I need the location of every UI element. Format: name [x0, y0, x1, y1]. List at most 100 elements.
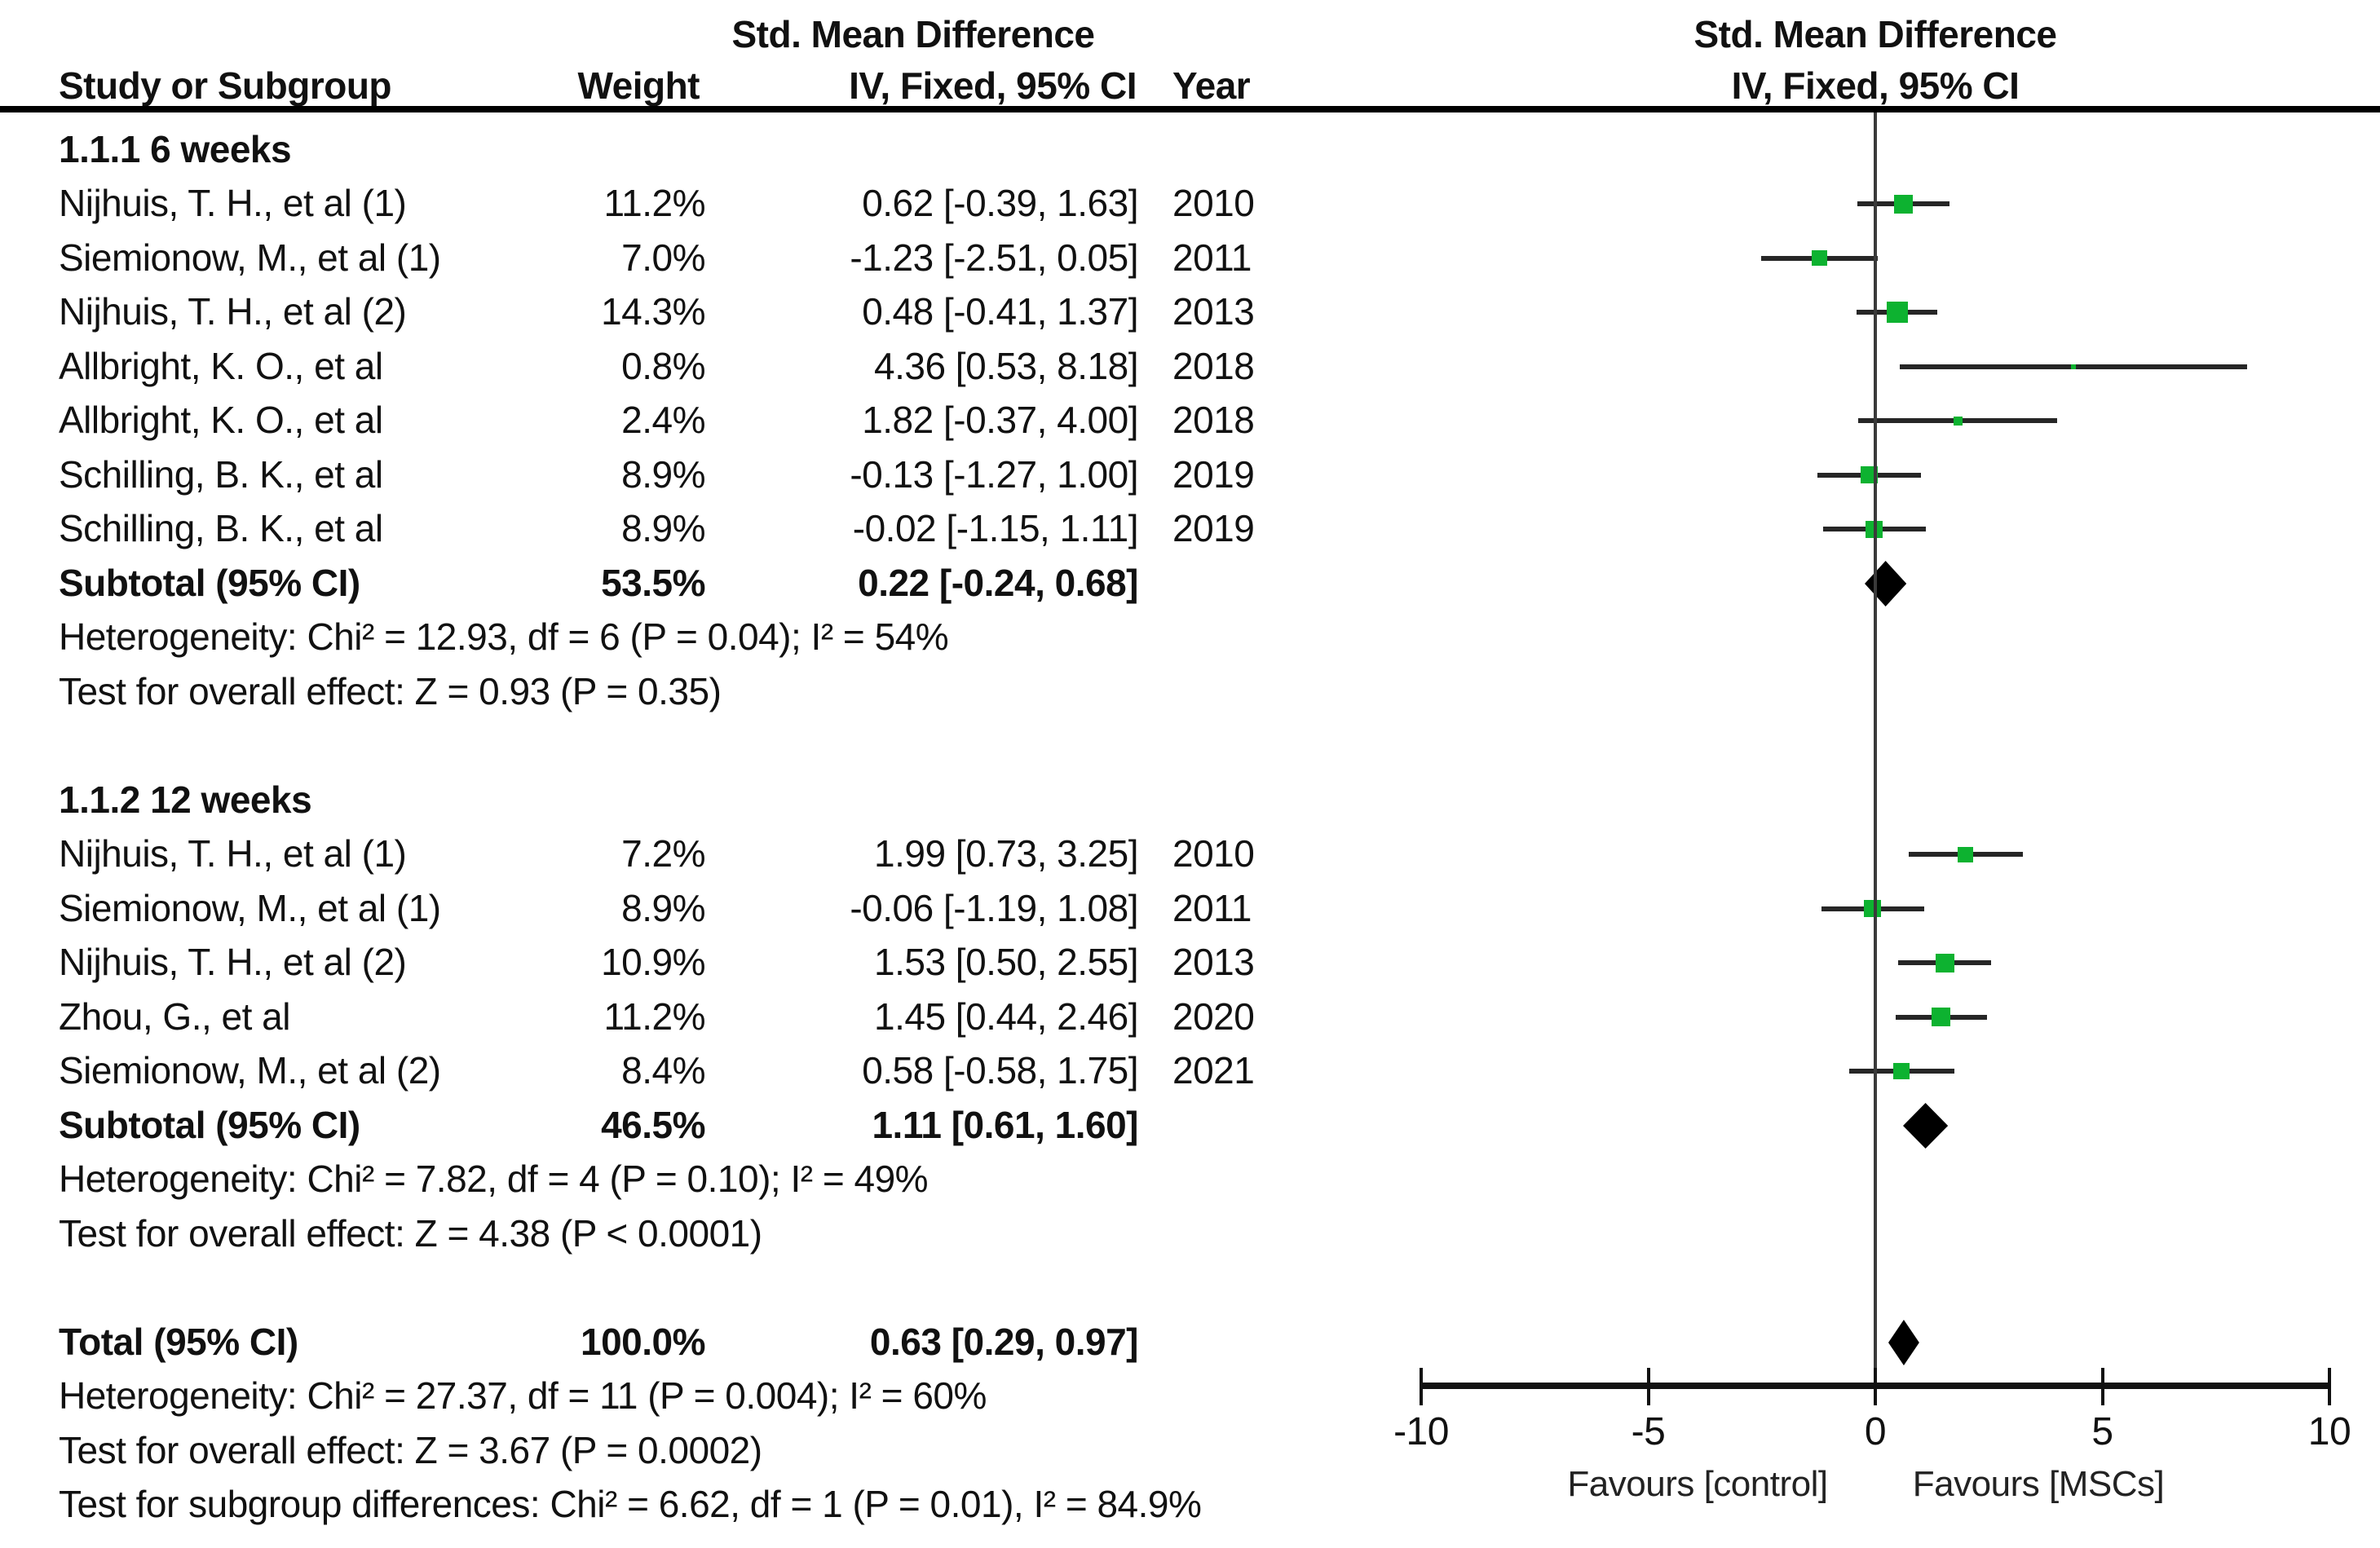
- study-year: 2013: [1172, 290, 1255, 333]
- study-weight: 10.9%: [601, 941, 705, 984]
- study-name: Siemionow, M., et al (1): [59, 236, 441, 279]
- plot-method-title: IV, Fixed, 95% CI: [1731, 64, 2020, 108]
- axis-tick-label: 5: [2091, 1410, 2113, 1454]
- study-year: 2021: [1172, 1049, 1255, 1092]
- study-name: Siemionow, M., et al (2): [59, 1049, 441, 1092]
- subtotal-weight: 46.5%: [601, 1103, 705, 1146]
- study-ci: -0.06 [-1.19, 1.08]: [850, 886, 1138, 929]
- study-ci: -0.13 [-1.27, 1.00]: [850, 452, 1138, 496]
- study-year: 2019: [1172, 452, 1255, 496]
- study-ci: 0.48 [-0.41, 1.37]: [862, 290, 1138, 333]
- study-year: 2010: [1172, 832, 1255, 875]
- study-name: Nijhuis, T. H., et al (2): [59, 290, 407, 333]
- study-weight: 8.9%: [621, 452, 705, 496]
- study-year: 2013: [1172, 941, 1255, 984]
- study-ci: 0.62 [-0.39, 1.63]: [862, 182, 1138, 225]
- subtotal-weight: 53.5%: [601, 561, 705, 604]
- study-ci: 1.45 [0.44, 2.46]: [874, 995, 1139, 1038]
- study-weight: 2.4%: [621, 399, 705, 442]
- overall-effect-text: Test for overall effect: Z = 0.93 (P = 0…: [59, 669, 722, 712]
- study-year: 2011: [1172, 236, 1252, 279]
- overall-effect-text: Test for overall effect: Z = 4.38 (P < 0…: [59, 1211, 762, 1255]
- total-heterogeneity-text: Heterogeneity: Chi² = 27.37, df = 11 (P …: [59, 1374, 987, 1418]
- study-weight: 8.4%: [621, 1049, 705, 1092]
- study-year: 2020: [1172, 995, 1255, 1038]
- column-header-study: Study or Subgroup: [59, 64, 392, 108]
- study-weight: 11.2%: [603, 182, 705, 225]
- favours-right-label: Favours [MSCs]: [1912, 1464, 2165, 1505]
- study-ci: -0.02 [-1.15, 1.11]: [852, 507, 1139, 550]
- axis-tick: [1420, 1368, 1423, 1405]
- study-ci: 1.53 [0.50, 2.55]: [874, 941, 1139, 984]
- axis-tick: [2100, 1368, 2104, 1405]
- effect-square-marker: [1886, 302, 1908, 323]
- study-ci: 1.99 [0.73, 3.25]: [874, 832, 1139, 875]
- total-label: Total (95% CI): [59, 1320, 298, 1363]
- plot-effect-title: Std. Mean Difference: [1693, 13, 2058, 56]
- study-name: Allbright, K. O., et al: [59, 399, 383, 442]
- total-ci: 0.63 [0.29, 0.97]: [869, 1320, 1139, 1363]
- subgroup-differences-text: Test for subgroup differences: Chi² = 6.…: [59, 1483, 1202, 1526]
- study-name: Siemionow, M., et al (1): [59, 886, 441, 929]
- study-name: Nijhuis, T. H., et al (2): [59, 941, 407, 984]
- effect-square-marker: [1864, 900, 1882, 917]
- effect-square-marker: [1811, 250, 1827, 266]
- study-weight: 0.8%: [621, 344, 705, 387]
- study-name: Schilling, B. K., et al: [59, 452, 383, 496]
- study-name: Nijhuis, T. H., et al (1): [59, 832, 407, 875]
- study-ci: 1.82 [-0.37, 4.00]: [862, 399, 1138, 442]
- column-header-year: Year: [1172, 64, 1251, 108]
- study-ci: 4.36 [0.53, 8.18]: [874, 344, 1139, 387]
- effect-square-marker: [1958, 846, 1974, 862]
- study-name: Schilling, B. K., et al: [59, 507, 383, 550]
- subtotal-diamond: [1902, 1102, 1949, 1149]
- study-weight: 7.0%: [621, 236, 705, 279]
- study-name: Allbright, K. O., et al: [59, 344, 383, 387]
- study-year: 2018: [1172, 344, 1255, 387]
- study-weight: 11.2%: [603, 995, 705, 1038]
- subtotal-ci: 1.11 [0.61, 1.60]: [872, 1103, 1138, 1146]
- effect-square-marker: [1935, 953, 1954, 972]
- study-weight: 7.2%: [621, 832, 705, 875]
- axis-tick-label: -10: [1393, 1410, 1449, 1454]
- subtotal-label: Subtotal (95% CI): [59, 1103, 360, 1146]
- axis-tick: [2328, 1368, 2331, 1405]
- column-header-weight: Weight: [577, 64, 700, 108]
- subtotal-label: Subtotal (95% CI): [59, 561, 360, 604]
- subtotal-diamond: [1864, 560, 1906, 606]
- study-weight: 14.3%: [601, 290, 705, 333]
- study-weight: 8.9%: [621, 886, 705, 929]
- study-name: Zhou, G., et al: [59, 995, 290, 1038]
- study-year: 2010: [1172, 182, 1255, 225]
- zero-line: [1874, 112, 1877, 1386]
- study-year: 2011: [1172, 886, 1252, 929]
- study-name: Nijhuis, T. H., et al (1): [59, 182, 407, 225]
- study-year: 2019: [1172, 507, 1255, 550]
- group-title: 1.1.1 6 weeks: [59, 127, 292, 170]
- effect-square-marker: [1894, 194, 1914, 214]
- axis-tick-label: 0: [1864, 1410, 1887, 1454]
- header-divider: [0, 106, 2380, 112]
- total-weight: 100.0%: [580, 1320, 706, 1363]
- heterogeneity-text: Heterogeneity: Chi² = 7.82, df = 4 (P = …: [59, 1158, 929, 1201]
- subtotal-ci: 0.22 [-0.24, 0.68]: [858, 561, 1138, 604]
- axis-tick-label: 10: [2307, 1410, 2351, 1454]
- heterogeneity-text: Heterogeneity: Chi² = 12.93, df = 6 (P =…: [59, 615, 949, 659]
- favours-left-label: Favours [control]: [1567, 1464, 1828, 1505]
- total-overall-effect-text: Test for overall effect: Z = 3.67 (P = 0…: [59, 1428, 762, 1471]
- column-header-effect: IV, Fixed, 95% CI: [849, 64, 1137, 108]
- effect-square-marker: [1953, 416, 1963, 426]
- axis-tick: [1646, 1368, 1650, 1405]
- effect-square-marker: [1893, 1063, 1910, 1079]
- study-year: 2018: [1172, 399, 1255, 442]
- group-title: 1.1.2 12 weeks: [59, 778, 312, 821]
- study-ci: -1.23 [-2.51, 0.05]: [850, 236, 1138, 279]
- left-effect-title: Std. Mean Difference: [731, 13, 1096, 56]
- total-diamond: [1888, 1319, 1920, 1365]
- axis-tick: [1874, 1368, 1877, 1405]
- study-ci: 0.58 [-0.58, 1.75]: [862, 1049, 1138, 1092]
- effect-square-marker: [2070, 364, 2076, 369]
- study-weight: 8.9%: [621, 507, 705, 550]
- axis-tick-label: -5: [1631, 1410, 1666, 1454]
